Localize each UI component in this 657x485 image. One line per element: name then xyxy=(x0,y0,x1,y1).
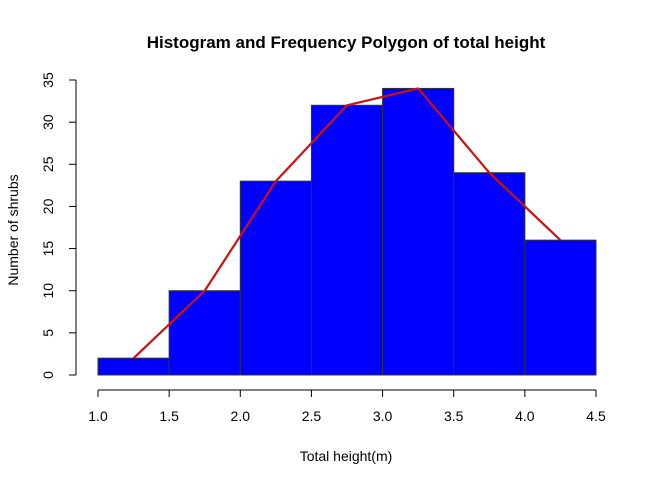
y-tick-label-4: 20 xyxy=(40,198,56,214)
x-tick-label-5: 3.5 xyxy=(444,408,464,424)
histogram-bar-2 xyxy=(239,180,312,376)
y-tick-label-0: 0 xyxy=(40,371,56,379)
x-tick-label-4: 3.0 xyxy=(373,408,393,424)
y-tick-label-7: 35 xyxy=(40,72,56,88)
frequency-polygon-group xyxy=(132,87,562,359)
histogram-bar-0 xyxy=(97,357,170,376)
histogram-bar-6 xyxy=(524,239,597,376)
y-tick-label-6: 30 xyxy=(40,114,56,130)
y-tick-label-5: 25 xyxy=(40,156,56,172)
x-axis: 1.0 1.5 2.0 2.5 3.0 3.5 4.0 4.5 xyxy=(88,389,606,424)
y-axis: 0 5 10 15 20 25 30 35 xyxy=(40,72,77,379)
histogram-bar-5 xyxy=(453,172,526,376)
histogram-bar-1 xyxy=(168,290,241,376)
histogram-bar-4 xyxy=(382,87,455,376)
y-axis-label: Number of shrubs xyxy=(5,174,21,285)
x-tick-label-2: 2.0 xyxy=(231,408,251,424)
bars-group xyxy=(97,87,597,376)
x-axis-label: Total height(m) xyxy=(300,448,393,464)
y-tick-label-3: 15 xyxy=(40,241,56,257)
y-tick-label-2: 10 xyxy=(40,283,56,299)
y-tick-label-1: 5 xyxy=(40,329,56,337)
x-tick-label-6: 4.0 xyxy=(515,408,535,424)
histogram-bar-3 xyxy=(310,104,384,376)
chart-title: Histogram and Frequency Polygon of total… xyxy=(147,33,546,52)
x-tick-label-3: 2.5 xyxy=(302,408,322,424)
x-tick-label-1: 1.5 xyxy=(159,408,179,424)
x-tick-label-7: 4.5 xyxy=(586,408,606,424)
x-tick-label-0: 1.0 xyxy=(88,408,108,424)
frequency-polygon-line xyxy=(132,87,562,359)
